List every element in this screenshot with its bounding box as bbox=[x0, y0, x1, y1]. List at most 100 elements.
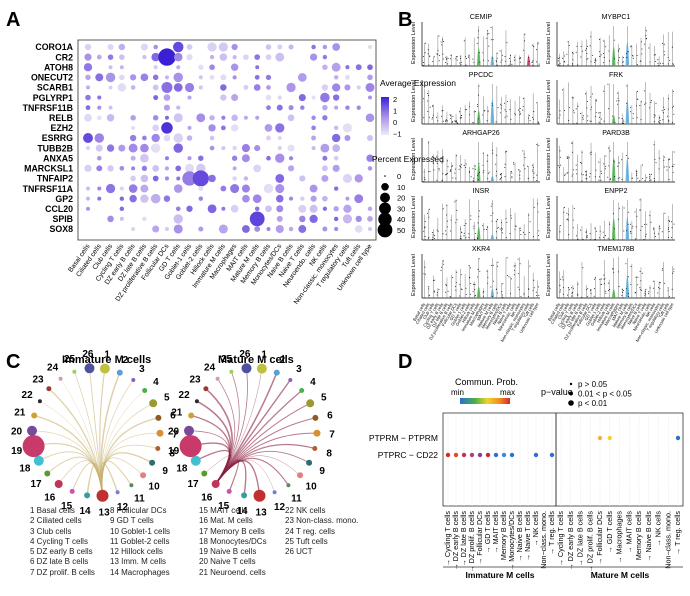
violin-point bbox=[445, 120, 447, 122]
violin-point bbox=[657, 292, 659, 294]
violin-point bbox=[622, 61, 624, 62]
violin-point bbox=[659, 123, 661, 125]
violin-point bbox=[604, 235, 606, 237]
violin-point bbox=[482, 225, 484, 227]
violin-point bbox=[637, 284, 639, 286]
expression-dot bbox=[366, 134, 374, 142]
expression-dot bbox=[311, 95, 316, 100]
violin-point bbox=[428, 295, 430, 297]
comm-dot bbox=[453, 452, 459, 458]
violin-point bbox=[476, 42, 478, 44]
violin-point bbox=[497, 261, 499, 263]
violin-point bbox=[594, 59, 596, 61]
violin-point bbox=[645, 233, 647, 235]
color-tick-label: −1 bbox=[393, 130, 402, 139]
violin-point bbox=[456, 219, 458, 221]
violin-point bbox=[590, 292, 592, 294]
violin-point bbox=[482, 164, 484, 166]
violin-point bbox=[465, 109, 467, 111]
violin-point bbox=[436, 53, 438, 55]
violin-point bbox=[589, 120, 591, 122]
violin-point bbox=[429, 55, 431, 57]
violin-point bbox=[511, 176, 513, 178]
violin-point bbox=[618, 162, 620, 164]
violin-point bbox=[586, 107, 588, 109]
expression-dot bbox=[173, 72, 184, 83]
violin-point bbox=[572, 59, 574, 61]
violin-point bbox=[452, 116, 454, 117]
violin-point bbox=[469, 106, 470, 108]
violin-point bbox=[446, 226, 448, 228]
expression-dot bbox=[163, 94, 171, 101]
violin-point bbox=[531, 44, 533, 46]
violin-point bbox=[566, 157, 568, 159]
violin-point bbox=[445, 285, 447, 286]
violin-point bbox=[475, 233, 477, 234]
size-tick-label: 40 bbox=[397, 215, 405, 224]
violin-point bbox=[536, 144, 538, 146]
violin-point bbox=[495, 237, 497, 239]
violin-point bbox=[491, 103, 493, 105]
violin-gene-title: ENPP2 bbox=[605, 188, 628, 195]
violin-point bbox=[609, 150, 611, 152]
violin-shape bbox=[611, 217, 616, 240]
violin-point bbox=[623, 290, 625, 291]
violin-point bbox=[428, 208, 430, 210]
cell-node bbox=[241, 492, 248, 499]
comm-col-label: → MAIT cells bbox=[624, 511, 633, 554]
violin-point bbox=[567, 287, 569, 288]
panel-label-a: A bbox=[6, 9, 20, 31]
violin-point bbox=[641, 289, 643, 291]
violin-point bbox=[455, 58, 457, 60]
violin-shape bbox=[611, 115, 616, 124]
violin-point bbox=[514, 269, 516, 271]
circle-legend-entry: 12 Hillock cells bbox=[110, 547, 163, 557]
violin-point bbox=[487, 177, 489, 179]
violin-point bbox=[636, 117, 638, 119]
expression-dot bbox=[128, 143, 138, 153]
violin-shape bbox=[526, 56, 531, 66]
expression-dot bbox=[333, 155, 339, 161]
circle-legend-entry: 17 Memory B cells bbox=[199, 526, 265, 536]
prob-min-label: min bbox=[451, 388, 464, 397]
violin-point bbox=[455, 289, 457, 291]
violin-point bbox=[495, 221, 497, 222]
cell-node bbox=[313, 429, 321, 437]
violin-point bbox=[486, 37, 488, 39]
violin-gene-title: MYBPC1 bbox=[602, 14, 631, 21]
violin-point bbox=[572, 169, 574, 171]
expression-dot bbox=[220, 125, 226, 131]
expression-dot bbox=[232, 146, 237, 151]
panel-label-d: D bbox=[398, 351, 412, 373]
violin-point bbox=[617, 97, 619, 99]
violin-ylabel: Expression Level bbox=[546, 22, 552, 64]
violin-point bbox=[445, 174, 447, 175]
violin-point bbox=[528, 214, 530, 216]
violin-point bbox=[445, 56, 447, 58]
expression-dot bbox=[128, 184, 138, 193]
violin-point bbox=[585, 174, 587, 176]
cell-node bbox=[253, 489, 266, 502]
violin-point bbox=[523, 294, 525, 296]
expression-dot bbox=[288, 44, 294, 50]
violin-ylabel: Expression Level bbox=[411, 22, 417, 64]
expression-dot bbox=[331, 62, 341, 72]
violin-point bbox=[558, 57, 560, 59]
expression-dot bbox=[196, 163, 206, 174]
violin-point bbox=[598, 112, 600, 114]
expression-dot bbox=[107, 215, 114, 223]
expression-dot bbox=[140, 73, 149, 82]
violin-point bbox=[490, 39, 492, 41]
size-tick-label: 30 bbox=[397, 204, 405, 213]
violin-point bbox=[571, 97, 573, 99]
violin-point bbox=[533, 46, 535, 47]
violin-point bbox=[668, 230, 670, 232]
violin-point bbox=[446, 120, 448, 122]
expression-dot bbox=[252, 194, 262, 203]
expression-dot bbox=[311, 125, 316, 131]
expression-dot bbox=[83, 133, 93, 143]
violin-point bbox=[581, 173, 582, 175]
circle-legend-entry: 25 Tuft cells bbox=[285, 536, 328, 546]
expression-dot bbox=[254, 226, 261, 232]
